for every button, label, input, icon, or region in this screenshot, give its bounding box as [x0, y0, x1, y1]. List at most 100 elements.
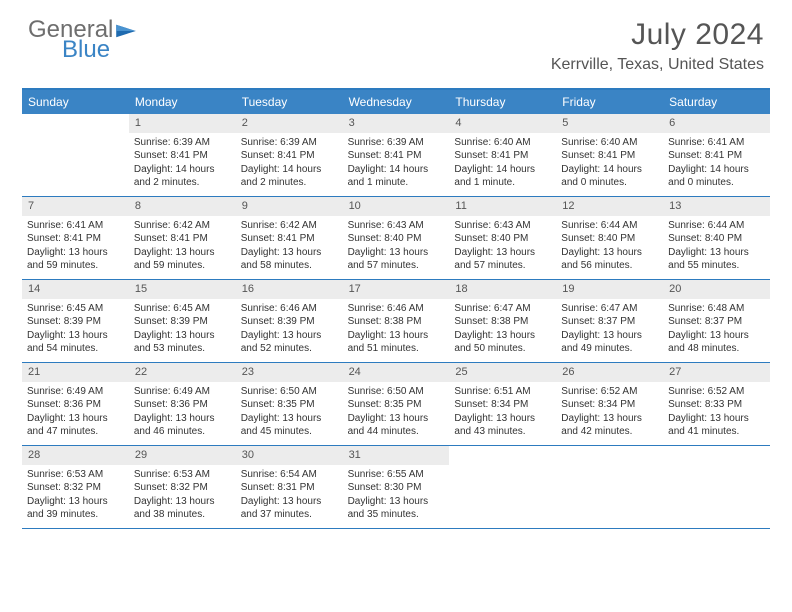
weekday-tuesday: Tuesday: [236, 90, 343, 114]
week-row: 7 Sunrise: 6:41 AM Sunset: 8:41 PM Daylight…: [22, 197, 770, 280]
day-cell-29: 29Sunrise: 6:53 AMSunset: 8:32 PMDayligh…: [129, 446, 236, 528]
day-number: 16: [236, 280, 343, 299]
sunset-text: Sunset: 8:40 PM: [561, 232, 658, 246]
sunrise-text: Sunrise: 6:49 AM: [134, 385, 231, 399]
daylight-text: Daylight: 13 hours and 41 minutes.: [668, 412, 765, 439]
day-cell-18: 18Sunrise: 6:47 AMSunset: 8:38 PMDayligh…: [449, 280, 556, 362]
sunset-text: Sunset: 8:41 PM: [561, 149, 658, 163]
day-cell-8: 8Sunrise: 6:42 AMSunset: 8:41 PMDaylight…: [129, 197, 236, 279]
sunset-text: Sunset: 8:33 PM: [668, 398, 765, 412]
weekday-saturday: Saturday: [663, 90, 770, 114]
sunrise-text: Sunrise: 6:52 AM: [668, 385, 765, 399]
logo-flag-icon: [116, 20, 136, 44]
weekday-thursday: Thursday: [449, 90, 556, 114]
sunrise-text: Sunrise: 6:46 AM: [241, 302, 338, 316]
day-number: 7: [22, 197, 129, 216]
day-number: 8: [129, 197, 236, 216]
day-cell-31: 31Sunrise: 6:55 AMSunset: 8:30 PMDayligh…: [343, 446, 450, 528]
sunset-text: Sunset: 8:39 PM: [241, 315, 338, 329]
sunrise-text: Sunrise: 6:53 AM: [27, 468, 124, 482]
daylight-text: Daylight: 14 hours and 0 minutes.: [561, 163, 658, 190]
daylight-text: Daylight: 13 hours and 46 minutes.: [134, 412, 231, 439]
sunrise-text: Sunrise: 6:39 AM: [134, 136, 231, 150]
daylight-text: Daylight: 14 hours and 2 minutes.: [241, 163, 338, 190]
day-number: 2: [236, 114, 343, 133]
day-number: 10: [343, 197, 450, 216]
week-row: 1Sunrise: 6:39 AMSunset: 8:41 PMDaylight…: [22, 114, 770, 197]
sunrise-text: Sunrise: 6:45 AM: [134, 302, 231, 316]
sunrise-text: Sunrise: 6:50 AM: [348, 385, 445, 399]
day-cell-19: 19Sunrise: 6:47 AMSunset: 8:37 PMDayligh…: [556, 280, 663, 362]
sunrise-text: Sunrise: 6:52 AM: [561, 385, 658, 399]
day-number: 6: [663, 114, 770, 133]
day-number: 14: [22, 280, 129, 299]
daylight-text: Daylight: 13 hours and 55 minutes.: [668, 246, 765, 273]
sunset-text: Sunset: 8:38 PM: [348, 315, 445, 329]
daylight-text: Daylight: 13 hours and 44 minutes.: [348, 412, 445, 439]
day-cell-2: 2Sunrise: 6:39 AMSunset: 8:41 PMDaylight…: [236, 114, 343, 196]
sunset-text: Sunset: 8:39 PM: [134, 315, 231, 329]
day-number: 5: [556, 114, 663, 133]
daylight-text: Daylight: 14 hours and 1 minute.: [348, 163, 445, 190]
day-cell-13: 13Sunrise: 6:44 AMSunset: 8:40 PMDayligh…: [663, 197, 770, 279]
daylight-text: Daylight: 13 hours and 58 minutes.: [241, 246, 338, 273]
sunset-text: Sunset: 8:36 PM: [27, 398, 124, 412]
empty-cell: [663, 446, 770, 528]
day-cell-9: 9Sunrise: 6:42 AMSunset: 8:41 PMDaylight…: [236, 197, 343, 279]
empty-cell: [449, 446, 556, 528]
day-number: 11: [449, 197, 556, 216]
logo: GeneralBlue: [28, 18, 135, 66]
sunset-text: Sunset: 8:32 PM: [27, 481, 124, 495]
day-cell-15: 15Sunrise: 6:45 AMSunset: 8:39 PMDayligh…: [129, 280, 236, 362]
sunset-text: Sunset: 8:37 PM: [668, 315, 765, 329]
calendar: SundayMondayTuesdayWednesdayThursdayFrid…: [22, 88, 770, 529]
day-cell-12: 12Sunrise: 6:44 AMSunset: 8:40 PMDayligh…: [556, 197, 663, 279]
day-number: 21: [22, 363, 129, 382]
sunrise-text: Sunrise: 6:40 AM: [454, 136, 551, 150]
daylight-text: Daylight: 13 hours and 50 minutes.: [454, 329, 551, 356]
daylight-text: Daylight: 13 hours and 35 minutes.: [348, 495, 445, 522]
daylight-text: Daylight: 13 hours and 51 minutes.: [348, 329, 445, 356]
daylight-text: Daylight: 13 hours and 43 minutes.: [454, 412, 551, 439]
day-cell-25: 25Sunrise: 6:51 AMSunset: 8:34 PMDayligh…: [449, 363, 556, 445]
day-number: 29: [129, 446, 236, 465]
sunset-text: Sunset: 8:34 PM: [561, 398, 658, 412]
sunset-text: Sunset: 8:41 PM: [134, 232, 231, 246]
sunrise-text: Sunrise: 6:41 AM: [27, 219, 124, 233]
daylight-text: Daylight: 14 hours and 1 minute.: [454, 163, 551, 190]
day-cell-1: 1Sunrise: 6:39 AMSunset: 8:41 PMDaylight…: [129, 114, 236, 196]
daylight-text: Daylight: 13 hours and 37 minutes.: [241, 495, 338, 522]
day-cell-27: 27Sunrise: 6:52 AMSunset: 8:33 PMDayligh…: [663, 363, 770, 445]
day-number: 30: [236, 446, 343, 465]
sunrise-text: Sunrise: 6:43 AM: [454, 219, 551, 233]
daylight-text: Daylight: 13 hours and 56 minutes.: [561, 246, 658, 273]
day-number: 25: [449, 363, 556, 382]
day-cell-23: 23Sunrise: 6:50 AMSunset: 8:35 PMDayligh…: [236, 363, 343, 445]
day-cell-21: 21Sunrise: 6:49 AMSunset: 8:36 PMDayligh…: [22, 363, 129, 445]
sunrise-text: Sunrise: 6:42 AM: [134, 219, 231, 233]
sunset-text: Sunset: 8:35 PM: [241, 398, 338, 412]
daylight-text: Daylight: 13 hours and 42 minutes.: [561, 412, 658, 439]
weekday-wednesday: Wednesday: [343, 90, 450, 114]
sunrise-text: Sunrise: 6:42 AM: [241, 219, 338, 233]
sunset-text: Sunset: 8:40 PM: [454, 232, 551, 246]
weekday-sunday: Sunday: [22, 90, 129, 114]
location: Kerrville, Texas, United States: [551, 56, 764, 74]
day-cell-30: 30Sunrise: 6:54 AMSunset: 8:31 PMDayligh…: [236, 446, 343, 528]
sunset-text: Sunset: 8:41 PM: [134, 149, 231, 163]
sunrise-text: Sunrise: 6:39 AM: [241, 136, 338, 150]
sunset-text: Sunset: 8:41 PM: [668, 149, 765, 163]
day-number: 17: [343, 280, 450, 299]
day-cell-20: 20Sunrise: 6:48 AMSunset: 8:37 PMDayligh…: [663, 280, 770, 362]
day-number: 31: [343, 446, 450, 465]
sunrise-text: Sunrise: 6:51 AM: [454, 385, 551, 399]
daylight-text: Daylight: 14 hours and 0 minutes.: [668, 163, 765, 190]
sunset-text: Sunset: 8:39 PM: [27, 315, 124, 329]
sunset-text: Sunset: 8:40 PM: [348, 232, 445, 246]
day-cell-28: 28Sunrise: 6:53 AMSunset: 8:32 PMDayligh…: [22, 446, 129, 528]
sunrise-text: Sunrise: 6:44 AM: [561, 219, 658, 233]
week-row: 14Sunrise: 6:45 AMSunset: 8:39 PMDayligh…: [22, 280, 770, 363]
sunrise-text: Sunrise: 6:40 AM: [561, 136, 658, 150]
week-row: 21 Sunrise: 6:49 AM Sunset: 8:36 PM Dayligh…: [22, 363, 770, 446]
day-number: 9: [236, 197, 343, 216]
